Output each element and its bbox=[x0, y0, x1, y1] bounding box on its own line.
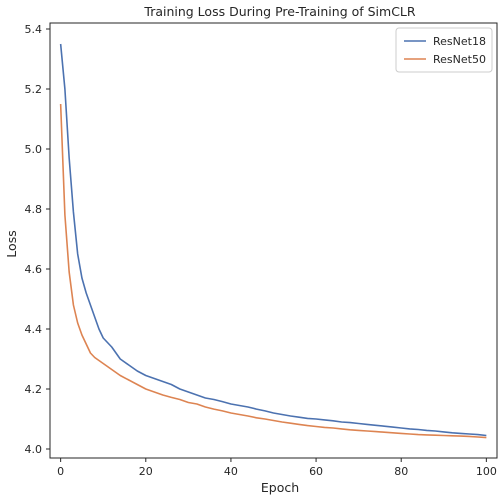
y-tick-label: 4.8 bbox=[25, 203, 43, 216]
y-tick-label: 4.2 bbox=[25, 383, 43, 396]
legend: ResNet18 ResNet50 bbox=[395, 27, 493, 73]
x-tick-label: 20 bbox=[139, 465, 153, 478]
x-axis-label: Epoch bbox=[261, 480, 299, 495]
y-tick-label: 5.0 bbox=[25, 143, 43, 156]
series-line-resnet18 bbox=[59, 43, 487, 437]
x-tick-label: 60 bbox=[309, 465, 323, 478]
x-tick-label: 80 bbox=[394, 465, 408, 478]
x-tick-label: 100 bbox=[476, 465, 497, 478]
plot-area: 0 20 40 60 80 100 4.0 4.2 4.4 4.6 4.8 5.0 5.2 5.4 bbox=[25, 22, 498, 478]
y-tick-label: 4.6 bbox=[25, 263, 43, 276]
x-tick-label: 40 bbox=[224, 465, 238, 478]
y-tick-label: 5.4 bbox=[25, 23, 43, 36]
chart-title: Training Loss During Pre-Training of Sim… bbox=[143, 4, 416, 19]
legend-box bbox=[395, 27, 493, 73]
y-tick-label: 5.2 bbox=[25, 83, 43, 96]
y-tick-label: 4.4 bbox=[25, 323, 43, 336]
plot-frame bbox=[49, 22, 498, 459]
legend-label-resnet50: ResNet50 bbox=[433, 53, 486, 66]
series-line-resnet50 bbox=[59, 103, 487, 439]
legend-label-resnet18: ResNet18 bbox=[433, 35, 486, 48]
y-tick-label: 4.0 bbox=[25, 443, 43, 456]
y-axis-label: Loss bbox=[4, 230, 19, 257]
x-tick-label: 0 bbox=[57, 465, 64, 478]
